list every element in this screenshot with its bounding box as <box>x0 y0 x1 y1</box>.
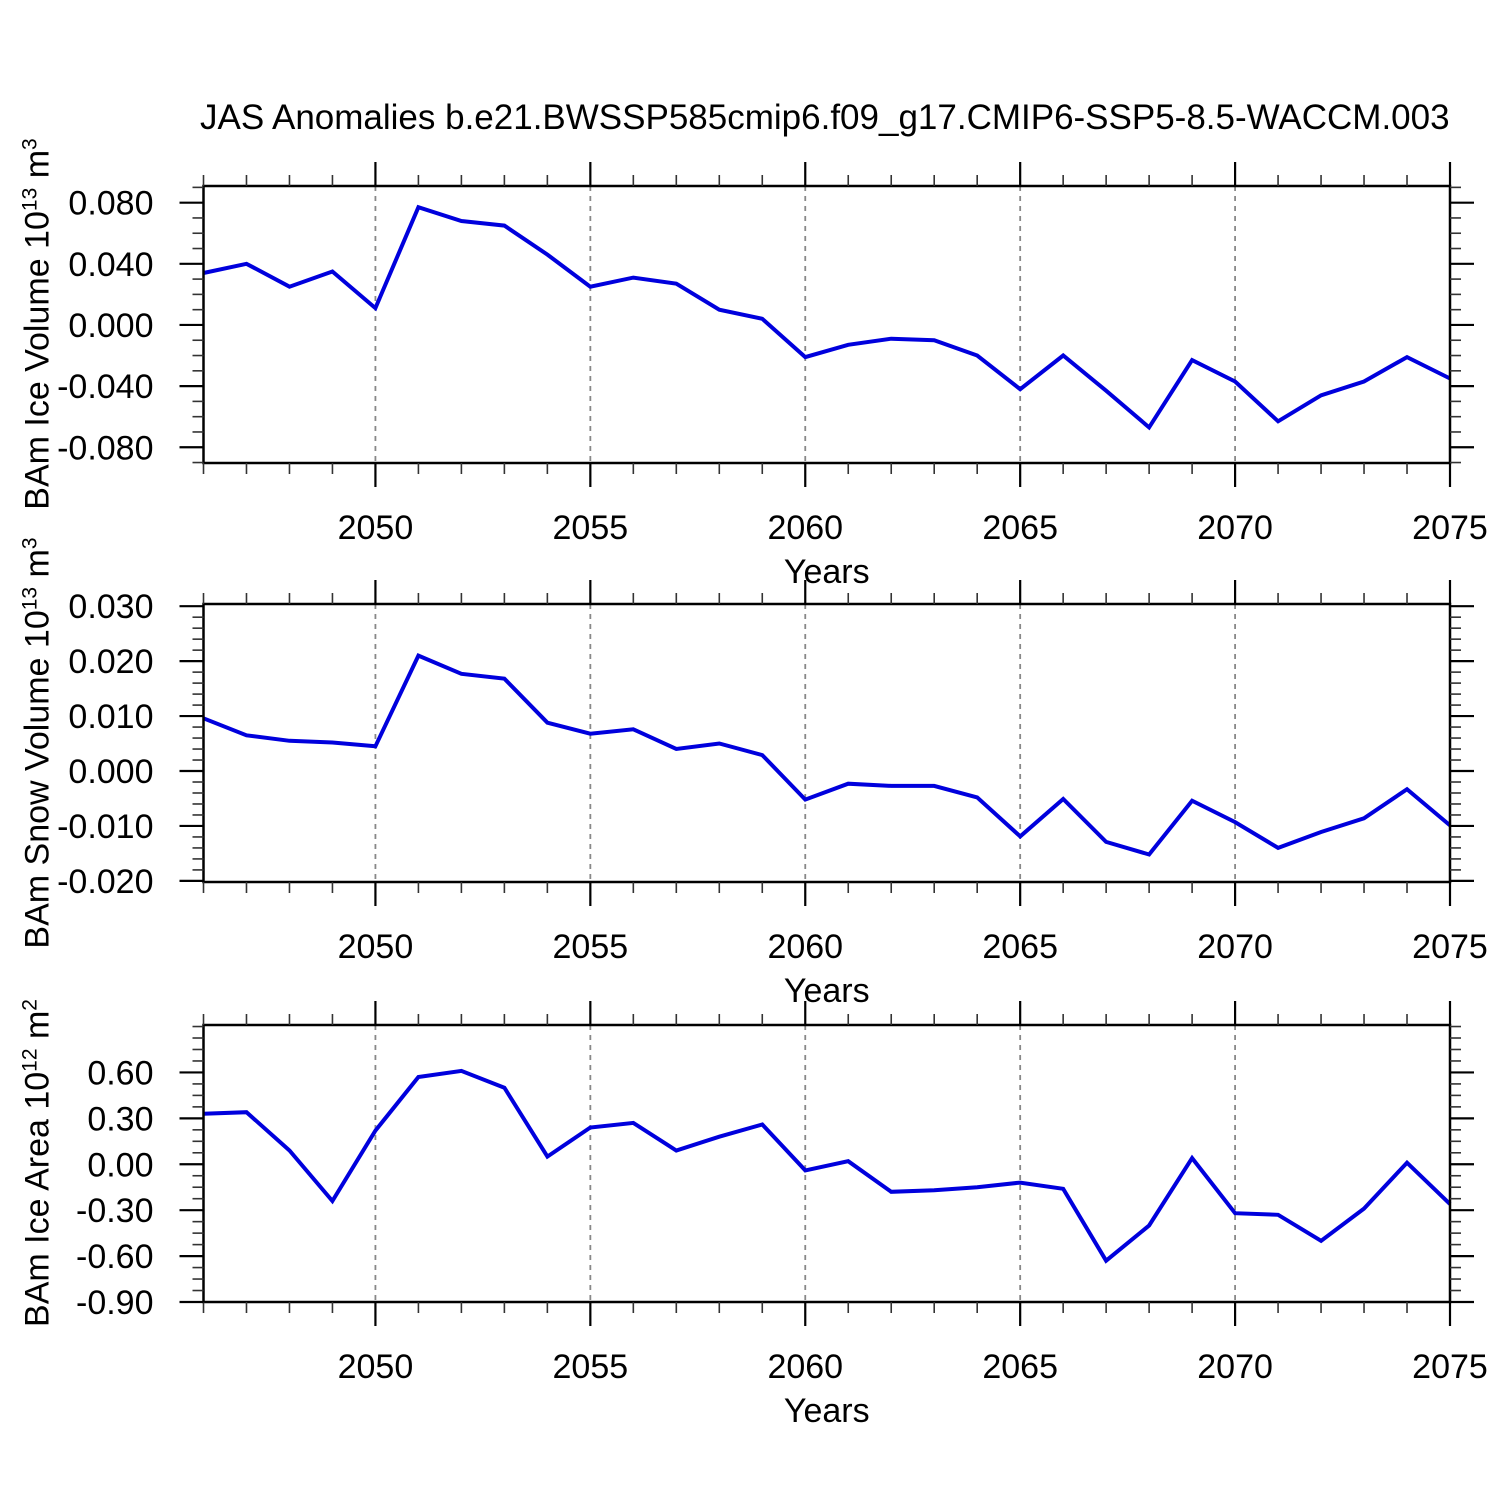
x-axis-title: Years <box>784 1392 870 1430</box>
x-tick-label: 2050 <box>338 928 414 966</box>
plot-box <box>202 184 1452 465</box>
y-tick-label: 0.000 <box>68 753 153 791</box>
chart-title: JAS Anomalies b.e21.BWSSP585cmip6.f09_g1… <box>200 98 1450 137</box>
y-tick-label: -0.040 <box>57 368 153 406</box>
y-tick-label: -0.90 <box>76 1284 154 1322</box>
x-tick-label: 2065 <box>982 1348 1058 1386</box>
x-tick-label: 2055 <box>553 509 629 547</box>
y-tick-label: -0.020 <box>57 863 153 901</box>
y-tick-label: 0.040 <box>68 246 153 284</box>
x-tick-label: 2065 <box>982 928 1058 966</box>
y-tick-label: 0.080 <box>68 185 153 223</box>
x-tick-label: 2050 <box>338 1348 414 1386</box>
y-tick-label: 0.010 <box>68 698 153 736</box>
x-tick-label: 2070 <box>1197 509 1273 547</box>
x-tick-label: 2060 <box>767 928 843 966</box>
x-tick-label: 2060 <box>767 509 843 547</box>
x-tick-label: 2075 <box>1412 509 1488 547</box>
y-tick-label: -0.30 <box>76 1192 154 1230</box>
data-line-bam-ice-volume <box>203 204 1451 431</box>
x-tick-label: 2075 <box>1412 928 1488 966</box>
x-tick-label: 2070 <box>1197 1348 1273 1386</box>
plot-box <box>202 1023 1452 1304</box>
x-tick-label: 2055 <box>553 928 629 966</box>
x-tick-label: 2070 <box>1197 928 1273 966</box>
x-tick-label: 2075 <box>1412 1348 1488 1386</box>
x-axis-title: Years <box>784 972 870 1010</box>
x-axis-title: Years <box>784 553 870 591</box>
x-tick-label: 2050 <box>338 509 414 547</box>
y-tick-label: -0.010 <box>57 808 153 846</box>
y-tick-label: 0.60 <box>87 1054 153 1092</box>
x-tick-label: 2065 <box>982 509 1058 547</box>
x-tick-label: 2060 <box>767 1348 843 1386</box>
y-tick-label: 0.30 <box>87 1100 153 1138</box>
data-line-bam-ice-area <box>203 1068 1452 1264</box>
data-line-bam-snow-volume <box>202 653 1452 857</box>
y-tick-label: -0.080 <box>57 429 153 467</box>
x-tick-label: 2055 <box>553 1348 629 1386</box>
y-tick-label: 0.000 <box>68 307 153 345</box>
y-tick-label: 0.020 <box>68 643 153 681</box>
y-tick-label: -0.60 <box>76 1238 154 1276</box>
y-tick-label: 0.030 <box>68 588 153 626</box>
y-tick-label: 0.00 <box>87 1146 153 1184</box>
plot-box <box>202 602 1452 884</box>
